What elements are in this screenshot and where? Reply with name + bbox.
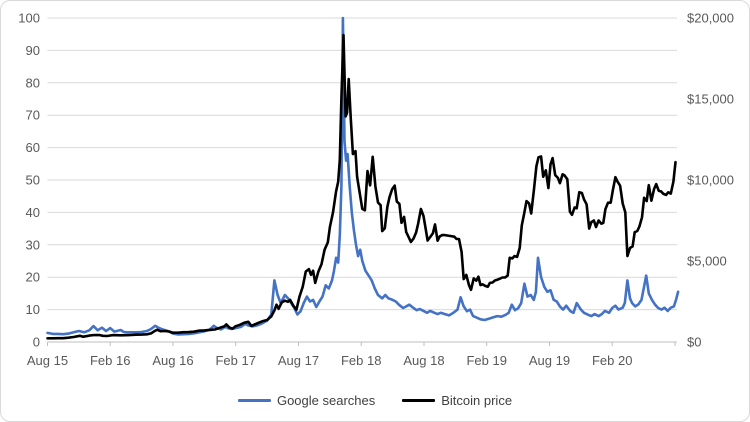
svg-text:20: 20 xyxy=(26,270,40,285)
gridlines xyxy=(47,17,677,311)
series-google-searches-line xyxy=(46,16,680,336)
svg-text:Aug 18: Aug 18 xyxy=(403,353,444,368)
legend-line-sample-google xyxy=(237,398,271,402)
svg-text:50: 50 xyxy=(26,173,40,188)
svg-text:40: 40 xyxy=(26,205,40,220)
legend-item-google-searches: Google searches xyxy=(237,392,376,408)
svg-text:Feb 16: Feb 16 xyxy=(90,353,130,368)
y-axis-left-labels: 0 10 20 30 40 50 60 70 80 90 100 xyxy=(18,11,40,350)
svg-text:Feb 17: Feb 17 xyxy=(215,353,255,368)
svg-text:Aug 19: Aug 19 xyxy=(529,353,570,368)
svg-text:Feb 20: Feb 20 xyxy=(592,353,632,368)
svg-text:$10,000: $10,000 xyxy=(687,173,734,188)
legend-label-bitcoin-price: Bitcoin price xyxy=(441,392,513,408)
chart-legend: Google searches Bitcoin price xyxy=(0,388,750,412)
x-axis-line-and-ticks xyxy=(47,341,677,346)
series-bitcoin-price-line xyxy=(46,33,677,340)
svg-text:$0: $0 xyxy=(687,335,701,350)
svg-text:Aug 17: Aug 17 xyxy=(278,353,319,368)
legend-item-bitcoin-price: Bitcoin price xyxy=(402,394,512,407)
legend-line-sample-bitcoin xyxy=(402,398,436,402)
svg-text:70: 70 xyxy=(26,108,40,123)
svg-text:100: 100 xyxy=(18,11,40,26)
svg-text:30: 30 xyxy=(26,237,40,252)
svg-text:Aug 16: Aug 16 xyxy=(152,353,193,368)
svg-text:10: 10 xyxy=(26,302,40,317)
svg-text:Aug 15: Aug 15 xyxy=(27,353,68,368)
y-axis-right-labels: $0 $5,000 $10,000 $15,000 $20,000 xyxy=(687,11,734,350)
svg-text:$15,000: $15,000 xyxy=(687,92,734,107)
svg-text:90: 90 xyxy=(26,43,40,58)
x-axis-labels: Aug 15 Feb 16 Aug 16 Feb 17 Aug 17 Feb 18 Aug … xyxy=(27,353,633,368)
svg-text:60: 60 xyxy=(26,140,40,155)
svg-text:80: 80 xyxy=(26,75,40,90)
svg-text:$5,000: $5,000 xyxy=(687,254,727,269)
svg-text:Feb 19: Feb 19 xyxy=(466,353,506,368)
svg-text:$20,000: $20,000 xyxy=(687,11,734,26)
svg-text:Feb 18: Feb 18 xyxy=(341,353,381,368)
legend-label-google-searches: Google searches xyxy=(276,392,376,408)
svg-text:0: 0 xyxy=(33,335,40,350)
